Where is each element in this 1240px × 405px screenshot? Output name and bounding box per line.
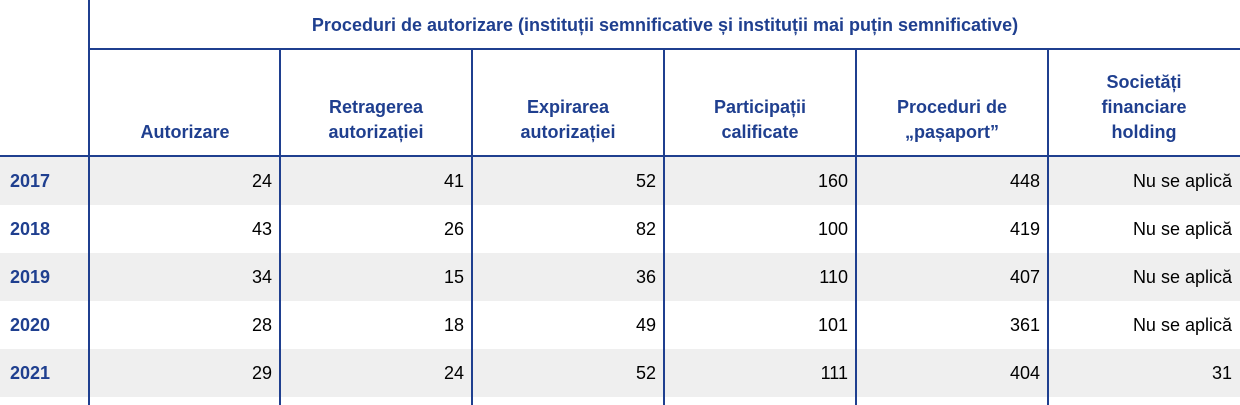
column-divider xyxy=(279,50,281,405)
row-year: 2020 xyxy=(10,314,51,335)
column-header-pasaport: Proceduri de „pașaport” xyxy=(896,97,1008,142)
table-cell: 110 xyxy=(819,266,848,287)
table-cell: 36 xyxy=(635,266,656,287)
column-divider xyxy=(855,50,857,405)
table-row: 2021 29 24 52 111 404 31 xyxy=(0,349,1240,397)
table-cell: 419 xyxy=(1009,218,1040,239)
table-cell: Nu se aplică xyxy=(1132,314,1232,335)
table-cell: 41 xyxy=(443,170,464,191)
header-rule-bottom xyxy=(0,155,1240,157)
column-header-retragerea: Retragerea autorizației xyxy=(328,97,424,142)
header-rule-top xyxy=(90,48,1240,50)
table-cell: 24 xyxy=(443,362,464,383)
column-divider xyxy=(663,50,665,405)
column-divider xyxy=(471,50,473,405)
table-row: 2017 24 41 52 160 448 Nu se aplică xyxy=(0,157,1240,205)
row-header-divider xyxy=(88,0,90,405)
column-header-participatii: Participații calificate xyxy=(713,97,807,142)
table-cell: Nu se aplică xyxy=(1132,218,1232,239)
table-cell: 43 xyxy=(251,218,272,239)
row-year: 2019 xyxy=(10,266,51,287)
table-cell: 407 xyxy=(1009,266,1040,287)
row-year: 2017 xyxy=(10,170,51,191)
table-cell: 18 xyxy=(443,314,464,335)
table-row: 2018 43 26 82 100 419 Nu se aplică xyxy=(0,205,1240,253)
table-cell: 160 xyxy=(817,170,848,191)
table-row: 2019 34 15 36 110 407 Nu se aplică xyxy=(0,253,1240,301)
table-cell: Nu se aplică xyxy=(1132,266,1232,287)
table-cell: 361 xyxy=(1009,314,1040,335)
column-divider xyxy=(1047,50,1049,405)
table-cell: 101 xyxy=(817,314,848,335)
table-cell: 28 xyxy=(251,314,272,335)
table-cell: 111 xyxy=(820,362,848,383)
row-year: 2021 xyxy=(10,362,51,383)
column-header-autorizare: Autorizare xyxy=(140,122,230,142)
table-cell: 49 xyxy=(635,314,656,335)
table-cell: 34 xyxy=(251,266,272,287)
table-cell: 448 xyxy=(1009,170,1040,191)
row-year: 2018 xyxy=(10,218,51,239)
table-cell: 26 xyxy=(443,218,464,239)
table-cell: 24 xyxy=(251,170,272,191)
column-header-holding: Societăți financiare holding xyxy=(1101,72,1187,142)
column-header-expirarea: Expirarea autorizației xyxy=(520,97,616,142)
table-cell: 52 xyxy=(635,362,656,383)
table-cell: 82 xyxy=(635,218,656,239)
table-cell: Nu se aplică xyxy=(1132,170,1232,191)
table-cell: 31 xyxy=(1211,362,1232,383)
table-cell: 52 xyxy=(635,170,656,191)
table-cell: 15 xyxy=(443,266,464,287)
group-header: Proceduri de autorizare (instituții semn… xyxy=(311,14,1019,35)
table-cell: 100 xyxy=(817,218,848,239)
table-row: 2020 28 18 49 101 361 Nu se aplică xyxy=(0,301,1240,349)
table-cell: 29 xyxy=(251,362,272,383)
table-cell: 404 xyxy=(1009,362,1040,383)
